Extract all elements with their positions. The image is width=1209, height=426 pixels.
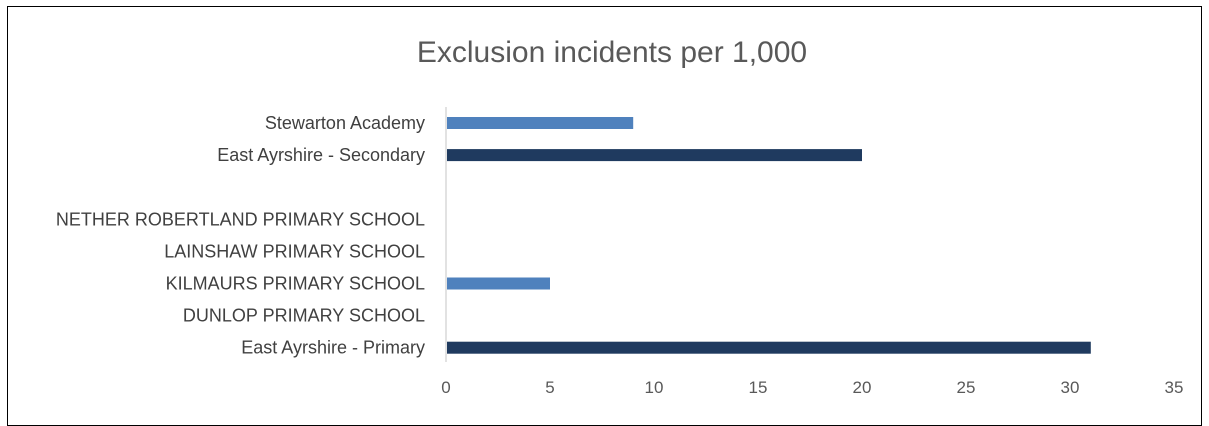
x-tick-label: 15 — [749, 378, 768, 397]
x-tick-label: 0 — [441, 378, 450, 397]
x-tick-label: 25 — [957, 378, 976, 397]
x-tick-label: 30 — [1061, 378, 1080, 397]
x-tick-label: 10 — [645, 378, 664, 397]
bar — [447, 277, 550, 290]
bars-layer — [447, 117, 1091, 354]
bar-chart: Exclusion incidents per 1,000 Stewarton … — [56, 36, 1184, 397]
category-label: KILMAURS PRIMARY SCHOOL — [166, 274, 425, 294]
bar — [447, 117, 634, 129]
category-labels: Stewarton Academy East Ayrshire - Seconda… — [56, 113, 425, 358]
category-label: East Ayrshire - Secondary — [217, 145, 425, 165]
category-label: NETHER ROBERTLAND PRIMARY SCHOOL — [56, 209, 425, 229]
x-tick-label: 5 — [545, 378, 554, 397]
category-label: East Ayrshire - Primary — [241, 338, 425, 358]
x-tick-label: 35 — [1165, 378, 1184, 397]
x-tick-label: 20 — [853, 378, 872, 397]
bar — [447, 149, 862, 162]
chart-frame — [7, 6, 1202, 426]
chart-title: Exclusion incidents per 1,000 — [417, 36, 807, 69]
category-label: LAINSHAW PRIMARY SCHOOL — [164, 241, 425, 261]
bar — [447, 341, 1091, 354]
category-label: Stewarton Academy — [265, 113, 425, 133]
category-label: DUNLOP PRIMARY SCHOOL — [183, 306, 425, 326]
x-axis-tick-labels: 0 5 10 15 20 25 30 35 — [441, 378, 1183, 397]
